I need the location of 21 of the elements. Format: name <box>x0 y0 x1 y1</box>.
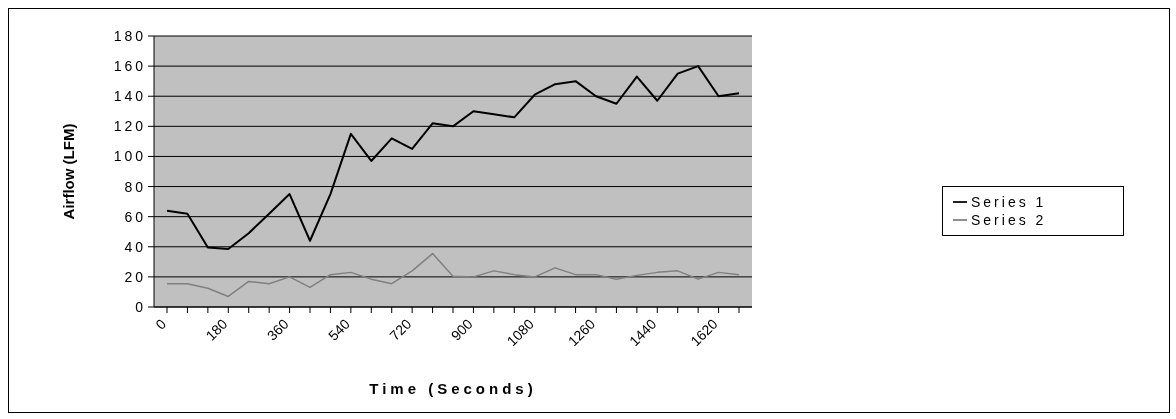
y-axis-title: Airflow (LFM) <box>60 123 78 220</box>
y-tick-label: 80 <box>124 178 146 195</box>
y-tick-label: 160 <box>113 58 146 75</box>
y-tick-label: 60 <box>124 208 146 225</box>
x-tick-label: 180 <box>202 315 231 344</box>
x-tick-label: 900 <box>447 315 476 344</box>
x-tick-label: 360 <box>263 315 292 344</box>
x-tick-label: 540 <box>325 315 354 344</box>
y-tick-label: 120 <box>113 118 146 135</box>
x-tick-label: 0 <box>152 315 170 333</box>
x-axis-title: Time (Seconds) <box>369 380 537 397</box>
y-tick-label: 0 <box>135 298 146 315</box>
y-tick-label: 140 <box>113 88 146 105</box>
y-tick-label: 20 <box>124 268 146 285</box>
y-tick-label: 100 <box>113 148 146 165</box>
x-tick-label: 720 <box>386 315 415 344</box>
line-series <box>166 252 740 298</box>
legend-label: Series 1 <box>971 193 1047 210</box>
y-tick-label: 180 <box>113 27 146 44</box>
legend-label: Series 2 <box>971 211 1047 228</box>
y-tick-label: 40 <box>124 238 146 255</box>
